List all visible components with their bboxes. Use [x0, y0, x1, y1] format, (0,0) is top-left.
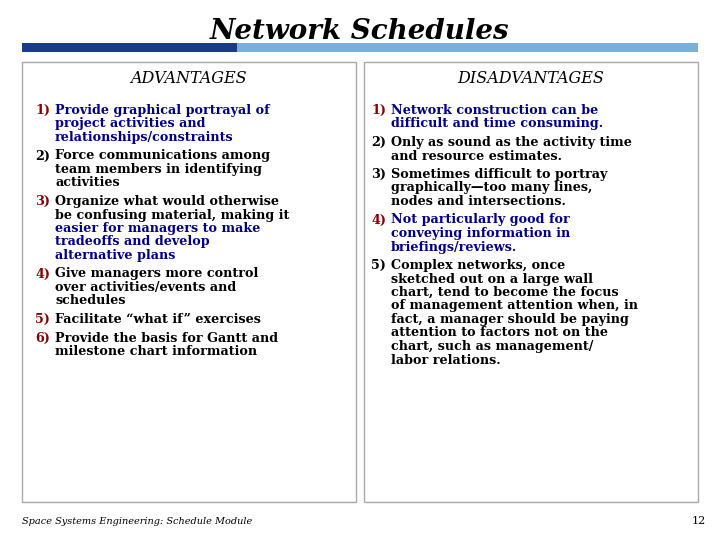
Text: 1): 1)	[371, 104, 386, 117]
Text: 2): 2)	[371, 136, 386, 149]
Text: 4): 4)	[35, 267, 50, 280]
Text: Organize what would otherwise: Organize what would otherwise	[55, 195, 279, 208]
Text: relationships/constraints: relationships/constraints	[55, 131, 233, 144]
Text: nodes and intersections.: nodes and intersections.	[391, 195, 566, 208]
Text: attention to factors not on the: attention to factors not on the	[391, 327, 608, 340]
Text: Not particularly good for: Not particularly good for	[391, 213, 570, 226]
Text: Only as sound as the activity time: Only as sound as the activity time	[391, 136, 632, 149]
Text: 4): 4)	[371, 213, 386, 226]
Bar	[364, 62, 698, 502]
Text: 1): 1)	[35, 104, 50, 117]
Text: easier for managers to make: easier for managers to make	[55, 222, 261, 235]
Text: milestone chart information: milestone chart information	[55, 345, 257, 358]
Text: 12: 12	[692, 516, 706, 526]
Text: conveying information in: conveying information in	[391, 227, 570, 240]
Text: Give managers more control: Give managers more control	[55, 267, 258, 280]
Text: briefings/reviews.: briefings/reviews.	[391, 240, 517, 253]
Text: chart, tend to become the focus: chart, tend to become the focus	[391, 286, 618, 299]
Text: Network Schedules: Network Schedules	[210, 18, 510, 45]
Text: 3): 3)	[371, 168, 386, 181]
Text: Network construction can be: Network construction can be	[391, 104, 598, 117]
Text: alternative plans: alternative plans	[55, 249, 176, 262]
Text: team members in identifying: team members in identifying	[55, 163, 262, 176]
Text: sketched out on a large wall: sketched out on a large wall	[391, 273, 593, 286]
Text: 6): 6)	[35, 332, 50, 345]
Bar	[237, 43, 698, 52]
Text: 5): 5)	[371, 259, 386, 272]
Text: 2): 2)	[35, 150, 50, 163]
Text: of management attention when, in: of management attention when, in	[391, 300, 638, 313]
Text: project activities and: project activities and	[55, 118, 205, 131]
Text: graphically—too many lines,: graphically—too many lines,	[391, 181, 593, 194]
Text: DISADVANTAGES: DISADVANTAGES	[458, 70, 604, 87]
Text: 3): 3)	[35, 195, 50, 208]
Text: labor relations.: labor relations.	[391, 354, 500, 367]
Text: Force communications among: Force communications among	[55, 150, 270, 163]
Text: tradeoffs and develop: tradeoffs and develop	[55, 235, 210, 248]
Text: Provide the basis for Gantt and: Provide the basis for Gantt and	[55, 332, 278, 345]
Text: fact, a manager should be paying: fact, a manager should be paying	[391, 313, 629, 326]
Text: ADVANTAGES: ADVANTAGES	[131, 70, 247, 87]
Text: Facilitate “what if” exercises: Facilitate “what if” exercises	[55, 313, 261, 326]
Text: be confusing material, making it: be confusing material, making it	[55, 208, 289, 221]
Text: Provide graphical portrayal of: Provide graphical portrayal of	[55, 104, 269, 117]
Text: Complex networks, once: Complex networks, once	[391, 259, 565, 272]
Bar	[22, 43, 237, 52]
Bar	[22, 62, 356, 502]
Text: Sometimes difficult to portray: Sometimes difficult to portray	[391, 168, 608, 181]
Text: difficult and time consuming.: difficult and time consuming.	[391, 118, 603, 131]
Text: 5): 5)	[35, 313, 50, 326]
Text: and resource estimates.: and resource estimates.	[391, 150, 562, 163]
Text: Space Systems Engineering: Schedule Module: Space Systems Engineering: Schedule Modu…	[22, 517, 252, 526]
Text: activities: activities	[55, 177, 120, 190]
Text: schedules: schedules	[55, 294, 125, 307]
Text: chart, such as management/: chart, such as management/	[391, 340, 593, 353]
Text: over activities/events and: over activities/events and	[55, 281, 236, 294]
